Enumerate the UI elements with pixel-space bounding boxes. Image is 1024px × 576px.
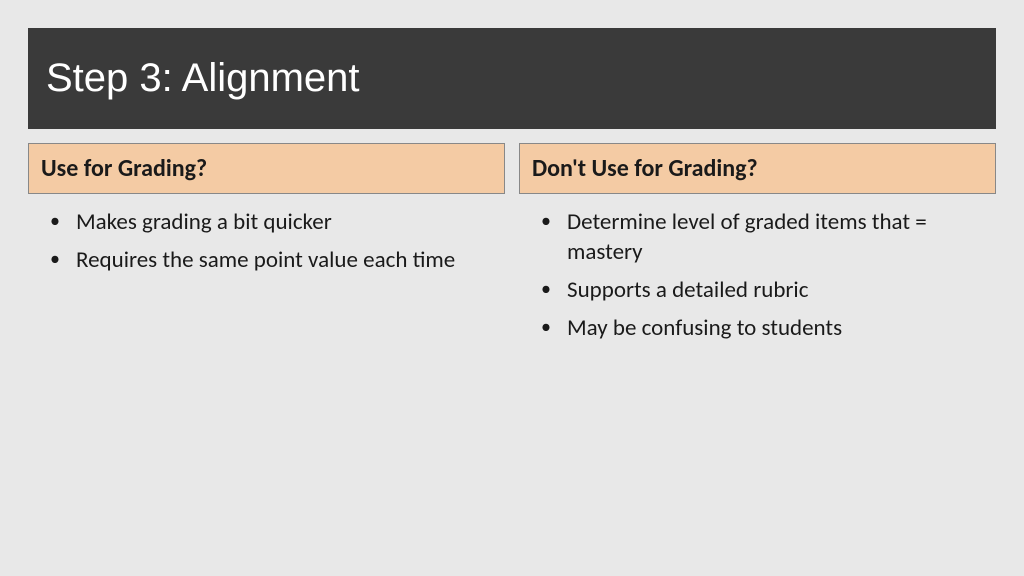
column-header-left: Use for Grading? — [28, 143, 505, 194]
list-item: Supports a detailed rubric — [523, 276, 992, 306]
slide-container: Step 3: Alignment Use for Grading? Makes… — [0, 0, 1024, 576]
column-right: Don't Use for Grading? Determine level o… — [519, 143, 996, 352]
bullet-list-left: Makes grading a bit quicker Requires the… — [28, 194, 505, 276]
column-left: Use for Grading? Makes grading a bit qui… — [28, 143, 505, 352]
slide-title-bar: Step 3: Alignment — [28, 28, 996, 129]
slide-title-text: Step 3: Alignment — [46, 56, 360, 100]
columns-container: Use for Grading? Makes grading a bit qui… — [28, 143, 996, 352]
list-item: Determine level of graded items that = m… — [523, 208, 992, 268]
list-item: Requires the same point value each time — [32, 246, 501, 276]
list-item: May be confusing to students — [523, 314, 992, 344]
bullet-list-right: Determine level of graded items that = m… — [519, 194, 996, 344]
list-item: Makes grading a bit quicker — [32, 208, 501, 238]
column-header-right: Don't Use for Grading? — [519, 143, 996, 194]
